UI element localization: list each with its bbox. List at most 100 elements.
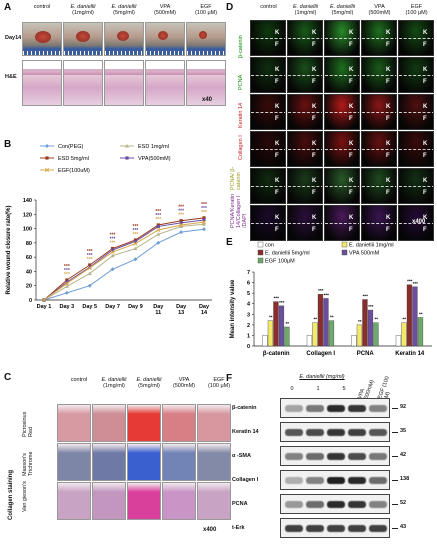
panelA-cols-col-1-name: E. daniellii [70, 4, 96, 10]
panel-a-ruler-2 [105, 51, 143, 55]
panel-f-band-4-lane-3 [348, 501, 366, 508]
panel-a-wound-2 [117, 31, 129, 41]
chart-b-series-1-point-1 [64, 284, 69, 288]
panel-f-band-0-lane-0 [285, 405, 303, 412]
chart-b-ytick-label-0: 0 [29, 298, 32, 304]
panel-f-kda-tick-1 [392, 432, 398, 433]
panel-d-f-mark-r2-c3: F [386, 116, 390, 122]
panel-a-ruler-0 [23, 51, 61, 55]
panel-f-band-5-lane-1 [306, 525, 324, 532]
panel-a-he-epidermis-2 [105, 69, 143, 75]
panelA-cols-col-4-name: EGF [200, 4, 212, 10]
panel-d-f-mark-r5-c3: F [386, 227, 390, 233]
panel-d-k-mark-r0-c3: K [386, 30, 391, 36]
panel-f-band-2-lane-1 [306, 453, 324, 460]
chart-e-bar-3-4 [417, 317, 424, 347]
chart-b-series-4-point-1 [64, 281, 69, 286]
chart-e-bar-1-0 [306, 335, 313, 347]
panel-d-f-mark-r4-c2: F [349, 190, 353, 196]
chart-e-legend-1-swatch [341, 241, 348, 248]
chart-e-ytick-label-5: 5 [247, 291, 250, 297]
chart-b-series-4-point-4 [133, 241, 138, 246]
panel-c-image-r0-c3 [162, 404, 196, 442]
panel-a-wound-3 [158, 31, 168, 40]
panel-f-band-2-lane-4 [369, 453, 387, 460]
panel-f-band-2-lane-3 [348, 453, 366, 460]
panel-e-label: E [226, 237, 233, 248]
chart-b-xtick-label-3: Day 7 [105, 304, 120, 310]
chart-e-ylabel: Mean intensity value [230, 279, 236, 338]
panel-f-conc-title: E. daniellii (mg/ml) [299, 374, 345, 380]
panelC-cols-col-4-dose: (100 μM) [207, 383, 231, 389]
wound-closure-line-chart: 0 20 40 60 80 100 120 140 Day 1 Day 3 Day 5 Day 7 Da… [6, 144, 212, 316]
panel-f-blot-4 [280, 494, 390, 514]
panel-d-dashed-line-r2-c4 [399, 112, 433, 113]
panel-a-he-epidermis-3 [146, 69, 184, 75]
panel-d-f-mark-r2-c0: F [275, 116, 279, 122]
panelC-cols-col-0: control [62, 377, 96, 383]
chart-b-xtick-label-5-a: Day [153, 304, 164, 310]
panel-a-wound-photo-4 [186, 22, 226, 56]
panel-d-col-2-dose: (5mg/ml) [331, 10, 354, 16]
panel-c-image-r2-c0 [57, 482, 91, 520]
chart-b-annotation-2-1: *** [87, 253, 93, 259]
panel-c-image-r1-c4 [197, 443, 231, 481]
panel-f-kda-3: 138 [400, 476, 410, 482]
panel-f-band-4-lane-0 [285, 501, 303, 508]
panelA-cols-col-4-dose: (100 μM) [194, 10, 218, 16]
panel-a-row-he: H&E [5, 74, 17, 80]
chart-b-xtick-label-2: Day 5 [82, 304, 97, 310]
chart-b-annotation-3-0: *** [110, 241, 116, 247]
chart-b-xtick-label-5: Day 11 [153, 304, 164, 316]
chart-b-annotation-5-1: *** [155, 213, 161, 219]
chart-b-ytick-label-3: 60 [26, 255, 32, 261]
chart-b-annotation-1-0: *** [64, 272, 70, 278]
chart-e-ytick-label-3: 3 [247, 312, 250, 318]
panel-f-band-4-lane-2 [327, 501, 345, 508]
panel-d-dashed-line-r5-c2 [325, 223, 359, 224]
panel-d-f-mark-r1-c1: F [312, 79, 316, 85]
panel-f-band-5-lane-3 [348, 525, 366, 532]
panel-f-band-2-lane-2 [327, 453, 345, 460]
chart-e-bar-0-3 [278, 305, 285, 347]
chart-e-annotation-0-1: ** [269, 315, 273, 320]
chart-b-series-4-point-2 [87, 265, 92, 270]
chart-b-xtick-label-6: Day 13 [176, 304, 187, 316]
panel-d-k-mark-r3-c4: K [423, 141, 428, 147]
panel-d-col-3-name: VPA [374, 4, 385, 10]
chart-e-annotation-3-1: ** [402, 317, 406, 322]
panel-d-f-mark-r4-c1: F [312, 190, 316, 196]
chart-e-bar-1-3 [323, 298, 329, 347]
panel-a-wound-1 [76, 31, 90, 42]
panelA-cols-col-1-dose: (1mg/ml) [72, 10, 94, 16]
chart-e-annotation-1-4: ** [330, 315, 334, 320]
panel-d-k-mark-r4-c2: K [349, 178, 354, 184]
panel-d-f-mark-r5-c2: F [349, 227, 353, 233]
chart-e-annotation-1-1: ** [313, 317, 317, 322]
panel-f-kda-4: 52 [400, 500, 407, 506]
chart-b-ytick-label-7: 140 [23, 198, 32, 204]
panel-f-label: F [226, 373, 233, 384]
chart-b-xtick-label-0: Day 1 [37, 304, 52, 310]
panel-d-k-mark-r5-c2: K [349, 215, 354, 221]
panel-f-band-3-lane-0 [285, 477, 303, 484]
chart-e-legend-1-label: E. daniellii 1mg/ml [349, 243, 394, 249]
panel-d-k-mark-r2-c3: K [386, 104, 391, 110]
panel-c-image-r0-c2 [127, 404, 161, 442]
chart-b-series-3-point-6 [179, 221, 183, 225]
panel-f-band-0-lane-2 [327, 405, 345, 412]
chart-e-ytick-label-4: 4 [247, 302, 251, 308]
panelA-cols-col-2: E. daniellii (5mg/ml) [104, 4, 144, 16]
panel-d-f-mark-r5-c4: F [423, 227, 427, 233]
chart-e-annotation-0-3: *** [279, 300, 285, 305]
panel-d-dashed-line-r0-c2 [325, 38, 359, 39]
panel-d-col-0-name: control [260, 4, 277, 10]
